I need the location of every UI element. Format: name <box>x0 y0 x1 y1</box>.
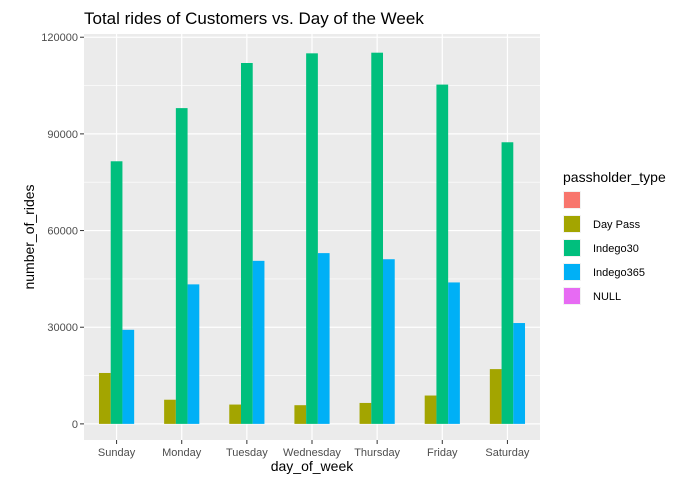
bars <box>98 52 526 424</box>
legend-label-null: NULL <box>593 291 621 303</box>
x-axis: Sunday Monday Tuesday Wednesday Thursday Frid… <box>98 440 530 459</box>
bar-indego30-monday <box>175 108 188 424</box>
legend-swatch-indego365 <box>564 264 580 280</box>
x-tick-label: Thursday <box>354 447 400 459</box>
chart-title: Total rides of Customers vs. Day of the … <box>84 9 424 28</box>
x-tick-label: Wednesday <box>283 447 341 459</box>
legend: passholder_type Day Pass Indego30 Indego36… <box>563 169 666 305</box>
bar-day-pass-sunday <box>98 372 111 424</box>
bar-indego365-saturday <box>513 323 526 424</box>
bar-indego365-tuesday <box>252 260 265 424</box>
bar-day-pass-tuesday <box>229 404 241 424</box>
bar-indego30-saturday <box>501 142 514 424</box>
y-tick-label: 60000 <box>47 226 78 238</box>
legend-title: passholder_type <box>563 169 666 185</box>
legend-swatch-indego30 <box>564 240 580 256</box>
legend-swatch-day-pass <box>564 216 580 232</box>
legend-swatch-blank <box>564 192 580 208</box>
bar-indego365-wednesday <box>317 253 330 424</box>
y-axis: 0 30000 60000 90000 120000 <box>41 32 84 431</box>
bar-indego30-friday <box>436 84 449 424</box>
x-tick-label: Friday <box>427 447 458 459</box>
x-tick-label: Sunday <box>98 447 136 459</box>
legend-label-indego365: Indego365 <box>593 267 645 279</box>
bar-indego365-friday <box>448 282 460 424</box>
x-axis-title: day_of_week <box>271 458 355 474</box>
legend-label-indego30: Indego30 <box>593 243 639 255</box>
bar-indego30-tuesday <box>240 63 253 424</box>
bar-day-pass-thursday <box>359 402 372 424</box>
bar-day-pass-wednesday <box>294 405 307 424</box>
x-tick-label: Monday <box>162 447 202 459</box>
y-tick-label: 0 <box>72 419 78 431</box>
bar-day-pass-saturday <box>489 369 502 424</box>
y-tick-label: 120000 <box>41 32 78 44</box>
bar-day-pass-monday <box>164 399 176 424</box>
bar-indego365-sunday <box>122 329 135 424</box>
bar-indego30-wednesday <box>306 53 318 424</box>
bar-indego30-thursday <box>371 52 384 424</box>
bar-indego365-thursday <box>383 259 395 424</box>
bar-day-pass-friday <box>424 395 437 424</box>
bar-indego30-sunday <box>110 161 123 424</box>
y-tick-label: 30000 <box>47 322 78 334</box>
legend-label-day-pass: Day Pass <box>593 219 641 231</box>
x-tick-label: Tuesday <box>226 447 268 459</box>
x-tick-label: Saturday <box>485 447 530 459</box>
y-tick-label: 90000 <box>47 129 78 141</box>
bar-indego365-monday <box>187 284 200 424</box>
y-axis-title: number_of_rides <box>21 184 37 289</box>
legend-swatch-null <box>564 288 580 304</box>
